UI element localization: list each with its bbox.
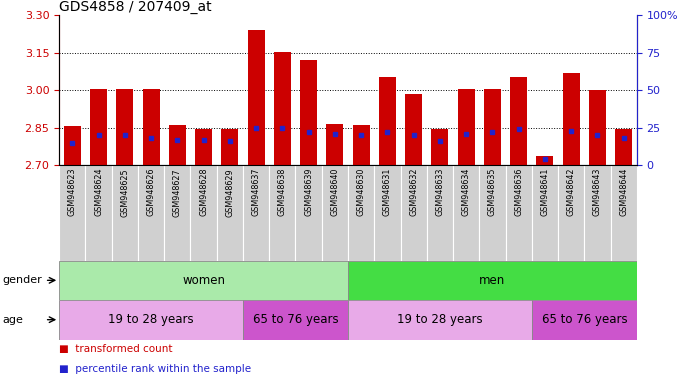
Bar xyxy=(558,165,585,261)
Text: GSM948640: GSM948640 xyxy=(331,168,340,216)
Bar xyxy=(453,165,480,261)
Text: GSM948644: GSM948644 xyxy=(619,168,628,216)
Text: GSM948627: GSM948627 xyxy=(173,168,182,217)
Text: GSM948634: GSM948634 xyxy=(461,168,470,216)
Bar xyxy=(216,165,243,261)
Bar xyxy=(243,165,269,261)
Text: women: women xyxy=(182,274,225,287)
Bar xyxy=(615,129,632,165)
Bar xyxy=(191,165,216,261)
Text: GSM948628: GSM948628 xyxy=(199,168,208,217)
Bar xyxy=(427,165,453,261)
Text: ■  transformed count: ■ transformed count xyxy=(59,344,173,354)
Text: 65 to 76 years: 65 to 76 years xyxy=(253,313,338,326)
Text: GSM948633: GSM948633 xyxy=(436,168,445,216)
Text: GSM948637: GSM948637 xyxy=(251,168,260,217)
Bar xyxy=(532,165,558,261)
Bar xyxy=(405,94,422,165)
Bar xyxy=(322,165,348,261)
Bar xyxy=(59,300,243,340)
Text: GSM948636: GSM948636 xyxy=(514,168,523,216)
Text: 19 to 28 years: 19 to 28 years xyxy=(109,313,194,326)
Text: 19 to 28 years: 19 to 28 years xyxy=(397,313,483,326)
Bar xyxy=(59,165,86,261)
Bar xyxy=(589,90,606,165)
Bar xyxy=(374,165,400,261)
Bar xyxy=(221,129,238,165)
Bar xyxy=(348,165,374,261)
Bar xyxy=(138,165,164,261)
Bar xyxy=(86,165,111,261)
Bar xyxy=(169,125,186,165)
Bar xyxy=(164,165,191,261)
Text: GSM948631: GSM948631 xyxy=(383,168,392,216)
Text: 65 to 76 years: 65 to 76 years xyxy=(541,313,627,326)
Bar xyxy=(326,124,343,165)
Bar xyxy=(484,89,501,165)
Bar xyxy=(432,129,448,165)
Bar xyxy=(348,261,637,300)
Text: GSM948629: GSM948629 xyxy=(226,168,235,217)
Bar xyxy=(248,30,264,165)
Bar xyxy=(243,300,348,340)
Bar xyxy=(296,165,322,261)
Bar xyxy=(348,300,532,340)
Text: GSM948643: GSM948643 xyxy=(593,168,602,216)
Text: GSM948641: GSM948641 xyxy=(540,168,549,216)
Text: gender: gender xyxy=(2,275,42,285)
Bar xyxy=(480,165,505,261)
Bar xyxy=(458,89,475,165)
Text: GSM948639: GSM948639 xyxy=(304,168,313,217)
Text: GSM948626: GSM948626 xyxy=(147,168,156,217)
Bar xyxy=(300,60,317,165)
Text: GSM948623: GSM948623 xyxy=(68,168,77,217)
Text: GSM948624: GSM948624 xyxy=(94,168,103,217)
Text: GSM948642: GSM948642 xyxy=(567,168,576,217)
Text: GDS4858 / 207409_at: GDS4858 / 207409_at xyxy=(59,0,212,14)
Bar xyxy=(111,165,138,261)
Bar xyxy=(532,300,637,340)
Text: men: men xyxy=(480,274,505,287)
Bar xyxy=(143,89,159,165)
Text: GSM948635: GSM948635 xyxy=(488,168,497,217)
Bar xyxy=(505,165,532,261)
Text: GSM948632: GSM948632 xyxy=(409,168,418,217)
Text: GSM948630: GSM948630 xyxy=(356,168,365,216)
Bar xyxy=(400,165,427,261)
Bar xyxy=(379,76,396,165)
Bar xyxy=(269,165,296,261)
Bar xyxy=(274,51,291,165)
Bar xyxy=(90,89,107,165)
Bar xyxy=(537,156,553,165)
Bar xyxy=(562,73,580,165)
Text: age: age xyxy=(2,314,23,325)
Text: ■  percentile rank within the sample: ■ percentile rank within the sample xyxy=(59,364,251,374)
Bar xyxy=(116,89,134,165)
Bar xyxy=(59,261,348,300)
Bar xyxy=(195,129,212,165)
Bar xyxy=(510,76,527,165)
Text: GSM948638: GSM948638 xyxy=(278,168,287,216)
Bar xyxy=(353,125,370,165)
Bar xyxy=(585,165,610,261)
Bar xyxy=(610,165,637,261)
Bar xyxy=(64,126,81,165)
Text: GSM948625: GSM948625 xyxy=(120,168,129,217)
